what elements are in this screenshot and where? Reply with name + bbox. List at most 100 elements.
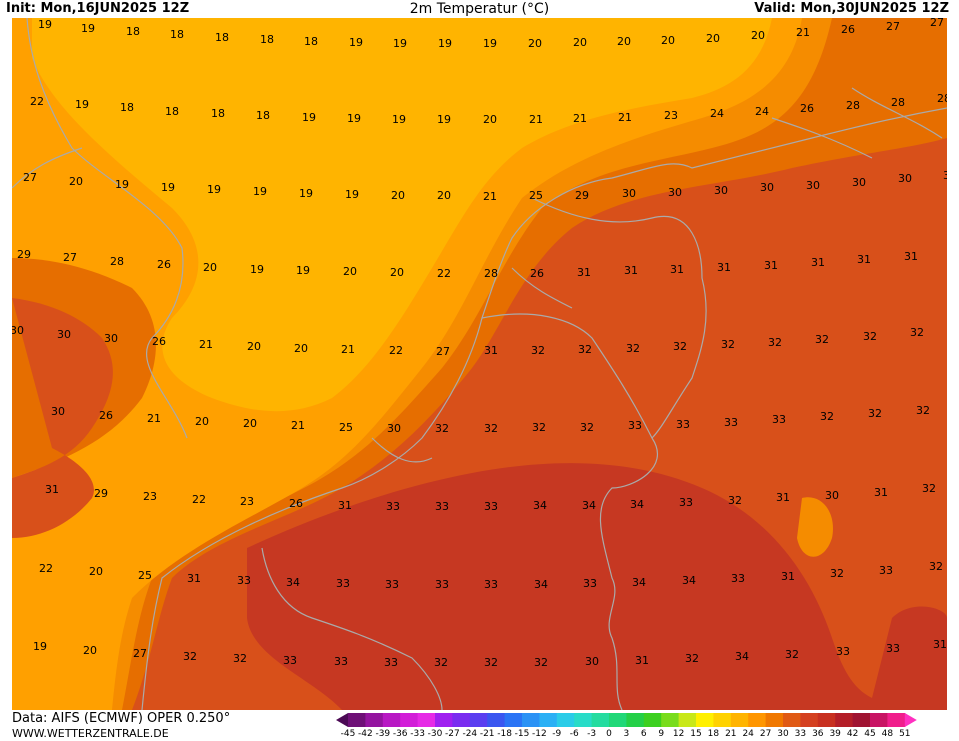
temperature-label: 19 [437, 113, 451, 126]
temperature-label: 28 [110, 255, 124, 268]
temperature-label: 19 [302, 111, 316, 124]
temperature-label: 33 [435, 578, 449, 591]
temperature-label: 32 [580, 421, 594, 434]
temperature-label: 32 [434, 656, 448, 669]
temperature-label: 23 [664, 109, 678, 122]
temperature-label: 20 [706, 32, 720, 45]
valid-time: Valid: Mon,30JUN2025 12Z [754, 1, 949, 16]
temperature-label: 33 [435, 500, 449, 513]
colorbar-tick: 36 [812, 729, 824, 739]
temperature-label: 30 [806, 179, 820, 192]
temperature-label: 31 [776, 491, 790, 504]
colorbar-swatch [556, 713, 575, 727]
temperature-label: 31 [338, 499, 352, 512]
colorbar [336, 713, 917, 727]
temperature-label: 20 [243, 417, 257, 430]
temperature-label: 18 [215, 31, 229, 44]
temperature-label: 19 [33, 640, 47, 653]
temperature-label: 33 [283, 654, 297, 667]
colorbar-swatch [765, 713, 784, 727]
temperature-label: 22 [192, 493, 206, 506]
temperature-label: 18 [260, 33, 274, 46]
temperature-label: 34 [735, 650, 749, 663]
colorbar-swatch [852, 713, 871, 727]
colorbar-tick: -27 [445, 729, 460, 739]
temperature-label: 32 [626, 342, 640, 355]
temperature-label: 33 [336, 577, 350, 590]
temperature-label: 34 [632, 576, 646, 589]
header-bar: Init: Mon,16JUN2025 12Z 2m Temperatur (°… [0, 0, 959, 18]
temperature-label: 28 [846, 99, 860, 112]
temperature-label: 21 [618, 111, 632, 124]
temperature-label: 31 [874, 486, 888, 499]
temperature-label: 26 [289, 497, 303, 510]
colorbar-tick: 21 [725, 729, 737, 739]
colorbar-tick: 24 [742, 729, 754, 739]
temperature-label: 19 [81, 22, 95, 35]
colorbar-swatch [817, 713, 836, 727]
temperature-label: 31 [933, 638, 947, 651]
temperature-label: 21 [291, 419, 305, 432]
colorbar-swatch [382, 713, 401, 727]
fill-t18 [32, 18, 772, 412]
temperature-label: 25 [529, 189, 543, 202]
colorbar-swatch [574, 713, 593, 727]
temperature-label: 18 [256, 109, 270, 122]
temperature-label: 30 [898, 172, 912, 185]
temperature-label: 31 [670, 263, 684, 276]
colorbar-swatch [400, 713, 419, 727]
temperature-label: 20 [573, 36, 587, 49]
temperature-label: 33 [237, 574, 251, 587]
temperature-label: 20 [661, 34, 675, 47]
colorbar-swatch [609, 713, 627, 727]
colorbar-left-arrow [336, 713, 348, 727]
temperature-label: 31 [904, 250, 918, 263]
temperature-label: 32 [868, 407, 882, 420]
temperature-label: 30 [825, 489, 839, 502]
temperature-label: 21 [483, 190, 497, 203]
colorbar-tick: -33 [410, 729, 425, 739]
temperature-label: 20 [294, 342, 308, 355]
temperature-label: 21 [147, 412, 161, 425]
temperature-label: 21 [529, 113, 543, 126]
temperature-label: 20 [69, 175, 83, 188]
temperature-label: 31 [811, 256, 825, 269]
colorbar-tick: -3 [587, 729, 597, 739]
colorbar-tick: -18 [497, 729, 512, 739]
temperature-label: 34 [682, 574, 696, 587]
temperature-label: 27 [886, 20, 900, 33]
temperature-label: 34 [534, 578, 548, 591]
colorbar-swatch [730, 713, 749, 727]
temperature-label: 30 [387, 422, 401, 435]
temperature-label: 18 [211, 107, 225, 120]
temperature-fill-layers [12, 18, 947, 710]
temperature-label: 33 [583, 577, 597, 590]
colorbar-swatch [348, 713, 366, 727]
temperature-label: 31 [635, 654, 649, 667]
temperature-label: 18 [170, 28, 184, 41]
temperature-label: 32 [578, 343, 592, 356]
temperature-label: 19 [75, 98, 89, 111]
temperature-label: 22 [30, 95, 44, 108]
colorbar-swatch [835, 713, 854, 727]
temperature-map: 19 19 18 18 18 18 18 19 19 19 19 20 20 20 20 20 20 21 26 27… [12, 18, 947, 710]
temperature-label: 25 [138, 569, 152, 582]
colorbar-tick: -30 [427, 729, 443, 739]
temperature-label: 22 [39, 562, 53, 575]
temperature-label: 19 [250, 263, 264, 276]
temperature-label: 25 [339, 421, 353, 434]
colorbar-swatch [522, 713, 540, 727]
temperature-label: 32 [532, 421, 546, 434]
temperature-label: 33 [384, 656, 398, 669]
temperature-label: 23 [143, 490, 157, 503]
temperature-label: 26 [800, 102, 814, 115]
colorbar-tick: 42 [846, 729, 859, 739]
coastline-borders [12, 18, 947, 710]
temperature-label: 32 [435, 422, 449, 435]
fill-t30-west [12, 298, 113, 538]
temperature-label: 27 [63, 251, 77, 264]
temperature-label: 26 [99, 409, 113, 422]
temperature-label: 20 [483, 113, 497, 126]
temperature-label: 32 [820, 410, 834, 423]
colorbar-swatch [887, 713, 906, 727]
